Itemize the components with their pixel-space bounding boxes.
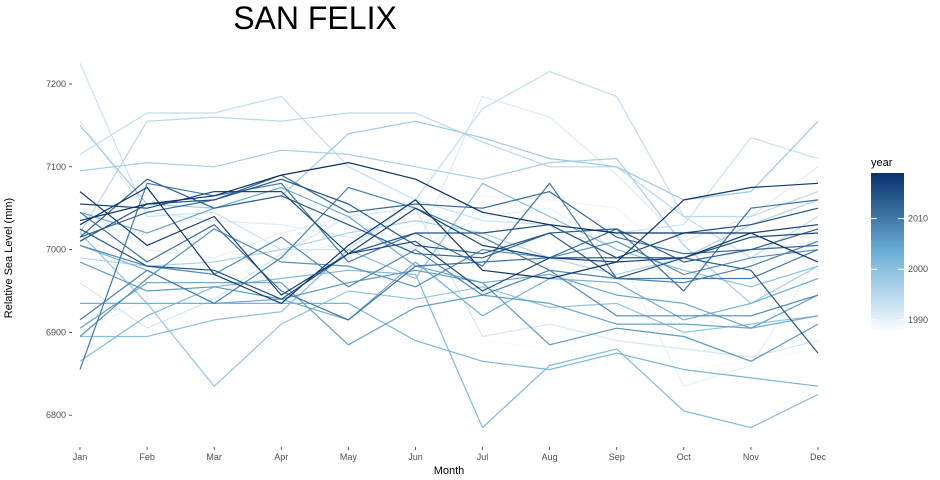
x-tick-label-mar: Mar <box>206 452 222 462</box>
x-axis-title: Month <box>434 465 465 477</box>
legend-tick-label: 1990 <box>908 315 928 325</box>
series-line-2004 <box>79 186 819 329</box>
chart-title: SAN FELIX <box>233 0 397 36</box>
series-line-2014 <box>79 178 819 354</box>
x-tick-label-dec: Dec <box>810 452 827 462</box>
legend-colorbar <box>871 173 904 330</box>
y-tick-label: 6900 <box>46 327 66 337</box>
x-axis: Jan Feb Mar Apr May Jun Jul Aug Sep Oct Nov Dec <box>73 447 827 462</box>
x-tick-label-oct: Oct <box>677 452 692 462</box>
series-line-2018 <box>79 182 819 304</box>
x-tick-label-aug: Aug <box>542 452 558 462</box>
series-line-2007 <box>79 228 819 337</box>
series-line-2016 <box>79 191 819 292</box>
series-line-1997 <box>79 149 819 304</box>
x-tick-label-sep: Sep <box>609 452 625 462</box>
series-line-2012 <box>79 174 819 255</box>
x-tick-label-may: May <box>340 452 358 462</box>
x-tick-label-apr: Apr <box>274 452 288 462</box>
series-line-2003 <box>80 261 819 321</box>
series-line-2008 <box>79 236 819 317</box>
y-axis: 6800 6900 7000 7100 7200 <box>46 79 72 420</box>
legend-title: year <box>871 157 893 169</box>
series-line-2005 <box>79 282 819 346</box>
series-line-2011 <box>79 199 819 321</box>
y-tick-label: 7200 <box>46 79 66 89</box>
series-line-2017 <box>79 191 819 296</box>
series-line-1995 <box>79 112 819 234</box>
x-tick-label-jan: Jan <box>73 452 88 462</box>
series-line-1998 <box>79 120 819 209</box>
series-line-2009 <box>79 186 819 321</box>
x-tick-label-nov: Nov <box>743 452 760 462</box>
y-axis-title: Relative Sea Level (mm) <box>3 198 15 318</box>
legend: year 1990 2000 2010 <box>871 157 928 330</box>
legend-tick-label: 2000 <box>908 264 928 274</box>
series-layer <box>79 63 819 429</box>
legend-ticks: 1990 2000 2010 <box>871 214 928 325</box>
y-tick-label: 7000 <box>46 245 66 255</box>
legend-tick-label: 2010 <box>908 214 928 224</box>
series-line-2019 <box>79 162 819 263</box>
series-line-1993 <box>79 63 819 251</box>
series-line-2015 <box>79 207 819 300</box>
series-line-2006 <box>79 261 819 362</box>
y-tick-label: 7100 <box>46 162 66 172</box>
x-tick-label-feb: Feb <box>139 452 155 462</box>
series-line-1994 <box>79 70 819 259</box>
series-line-1999 <box>79 232 819 387</box>
y-tick-label: 6800 <box>46 410 66 420</box>
x-tick-label-jun: Jun <box>408 452 423 462</box>
series-line-2000 <box>80 182 819 338</box>
x-tick-label-jul: Jul <box>477 452 489 462</box>
